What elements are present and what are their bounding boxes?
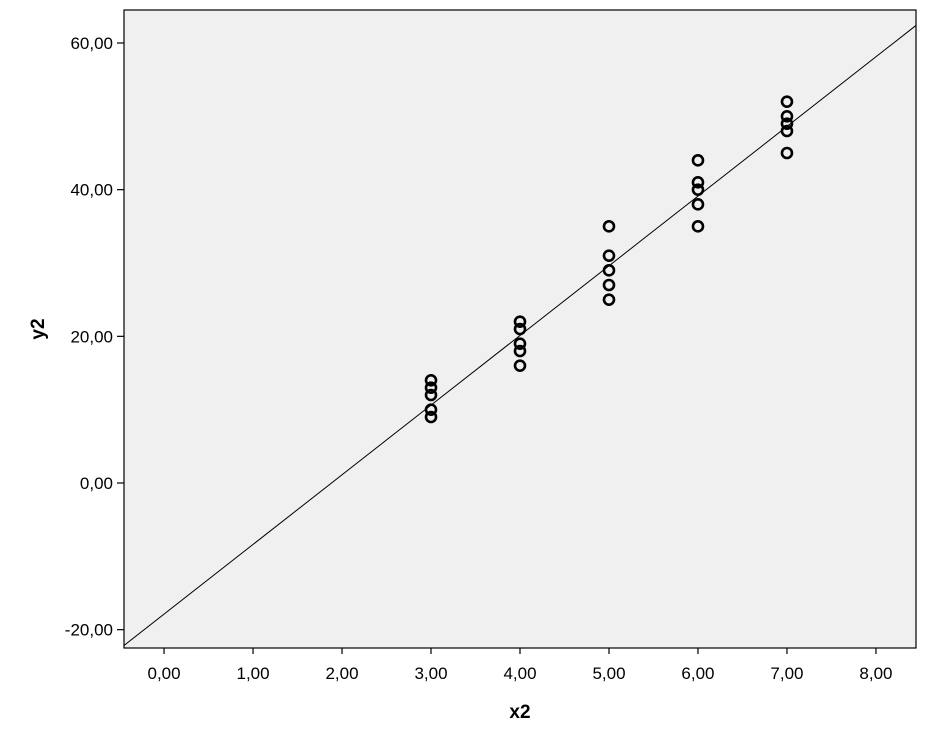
y-tick-label: 40,00 <box>70 181 113 200</box>
data-point <box>513 337 527 350</box>
points-layer <box>424 95 794 424</box>
data-point <box>424 410 438 424</box>
data-point <box>513 315 527 328</box>
data-point <box>691 183 705 196</box>
x-tick-label: 3,00 <box>414 664 447 683</box>
data-point <box>513 359 527 372</box>
data-point <box>602 220 616 233</box>
data-point <box>424 403 438 416</box>
data-point <box>780 124 794 138</box>
data-point <box>424 388 438 402</box>
y-axis-title: y2 <box>28 318 49 339</box>
x-tick-label: 4,00 <box>503 664 536 683</box>
data-point <box>691 176 705 189</box>
y-tick-label: 20,00 <box>70 327 113 346</box>
x-tick-label: 8,00 <box>859 664 892 683</box>
x-tick-label: 2,00 <box>325 664 358 683</box>
x-tick-label: 7,00 <box>770 664 803 683</box>
data-point <box>691 198 705 211</box>
data-point <box>424 374 438 387</box>
y-axis: -20,00 0,00 20,00 40,00 60,00 <box>65 34 124 640</box>
data-point <box>602 293 616 306</box>
x-axis-title: x2 <box>509 702 530 723</box>
data-point <box>691 154 705 167</box>
y-tick-label: -20,00 <box>65 621 113 640</box>
x-tick-label: 0,00 <box>147 664 180 683</box>
x-tick-label: 6,00 <box>681 664 714 683</box>
x-axis: 0,00 1,00 2,00 3,00 4,00 5,00 6,00 7,00 8,00 <box>147 648 893 683</box>
data-point <box>780 95 794 108</box>
data-point <box>513 344 527 358</box>
data-point <box>780 110 794 123</box>
y-tick-label: 60,00 <box>70 34 113 53</box>
x-tick-label: 5,00 <box>592 664 625 683</box>
data-point <box>602 264 616 277</box>
data-point <box>513 322 527 336</box>
x-tick-label: 1,00 <box>236 664 269 683</box>
data-point <box>602 278 616 292</box>
y-tick-label: 0,00 <box>80 474 113 493</box>
data-point <box>780 146 794 160</box>
data-point <box>602 249 616 262</box>
data-point <box>780 117 794 130</box>
data-point <box>424 381 438 394</box>
data-point <box>691 220 705 233</box>
